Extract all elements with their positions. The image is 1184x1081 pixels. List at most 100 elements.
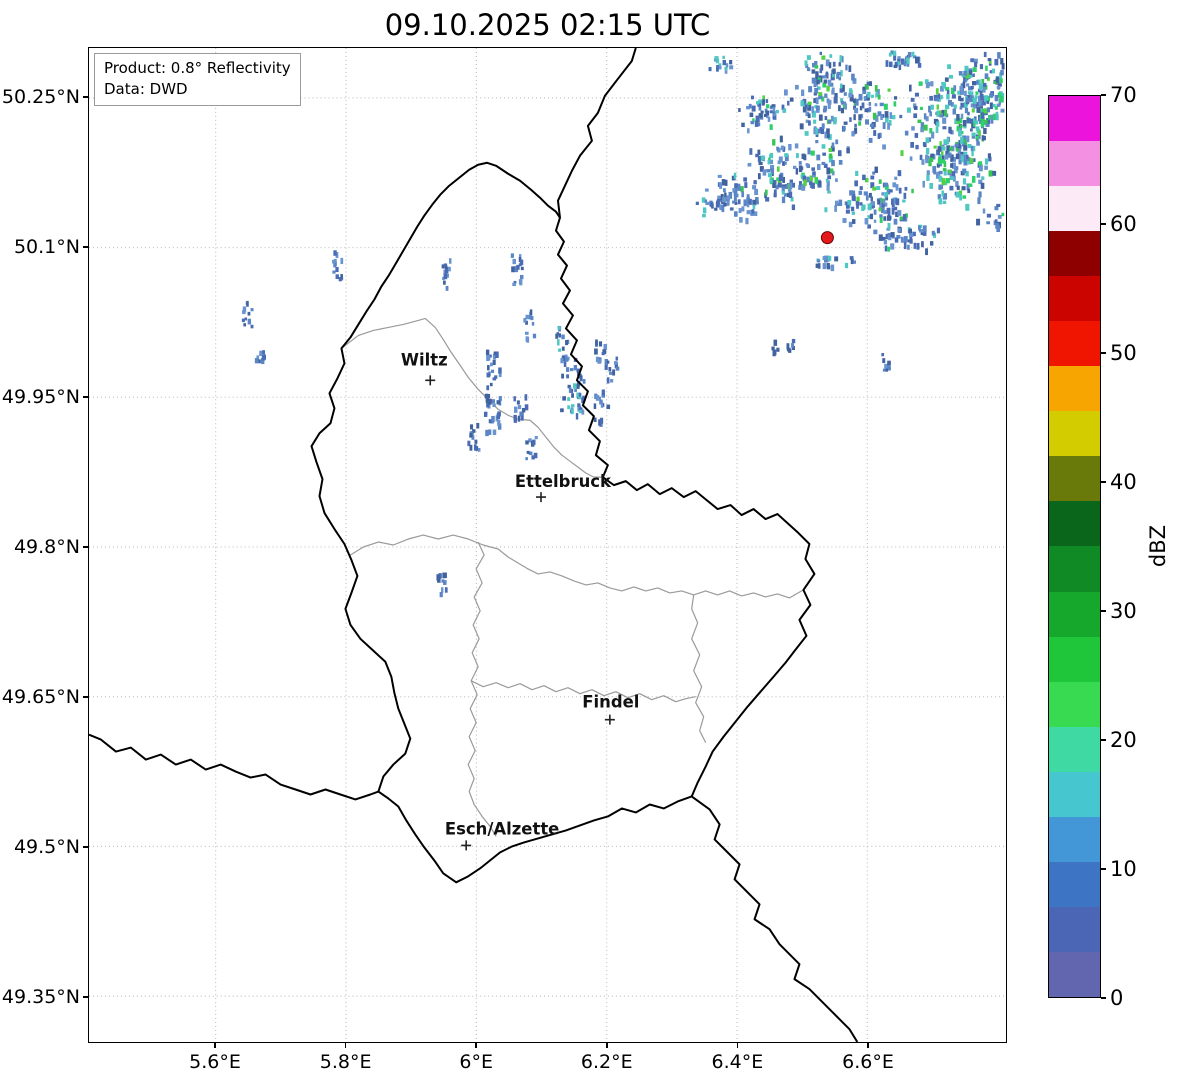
- echo-pixel: [842, 126, 846, 131]
- echo-pixel: [260, 358, 265, 365]
- data-source-line: Data: DWD: [104, 80, 188, 98]
- echo-pixel: [814, 87, 819, 94]
- echo-pixel: [923, 113, 927, 120]
- echo-pixel: [719, 182, 723, 189]
- echo-pixel: [1000, 108, 1005, 113]
- echo-pixel: [787, 187, 792, 192]
- colorbar-step: [1049, 726, 1100, 772]
- echo-pixel: [498, 396, 502, 401]
- echo-pixel: [754, 120, 759, 127]
- echo-pixel: [747, 162, 752, 167]
- echo-pixel: [772, 183, 776, 189]
- echo-pixel: [905, 57, 910, 64]
- echo-pixel: [805, 64, 809, 69]
- echo-pixel: [802, 106, 807, 113]
- echo-pixel: [976, 101, 980, 107]
- echo-pixel: [798, 165, 803, 173]
- colorbar-tick-mark: [1101, 94, 1106, 96]
- echo-pixel: [809, 175, 813, 182]
- echo-pixel: [445, 285, 449, 291]
- district-border-west-vertical: [467, 541, 497, 837]
- echo-pixel: [807, 104, 812, 111]
- echo-pixel: [967, 86, 972, 91]
- echo-pixel: [852, 98, 856, 103]
- echo-pixel: [333, 258, 337, 263]
- echo-pixel: [802, 98, 807, 105]
- echo-pixel: [981, 78, 985, 84]
- colorbar-step: [1049, 636, 1100, 682]
- echo-pixel: [717, 174, 722, 178]
- echo-pixel: [848, 65, 852, 73]
- echo-pixel: [909, 238, 913, 244]
- echo-pixel: [783, 193, 787, 197]
- echo-pixel: [581, 409, 585, 415]
- echo-pixel: [931, 131, 935, 139]
- echo-pixel: [526, 450, 530, 454]
- echo-pixel: [858, 93, 863, 101]
- echo-pixel: [572, 383, 577, 389]
- echo-pixel: [749, 112, 754, 118]
- echo-pixel: [562, 396, 566, 401]
- echo-pixel: [517, 415, 521, 422]
- echo-pixel: [842, 218, 847, 223]
- colorbar-tick-label: 30: [1110, 599, 1137, 623]
- echo-pixel: [980, 112, 985, 119]
- echo-pixel: [825, 255, 830, 262]
- echo-pixel: [769, 159, 774, 165]
- echo-pixel: [893, 218, 898, 225]
- echo-pixel: [601, 352, 605, 356]
- echo-pixel: [971, 108, 975, 113]
- echo-pixel: [798, 185, 802, 190]
- echo-pixel: [884, 111, 889, 118]
- echo-pixel: [969, 128, 973, 132]
- echo-pixel: [734, 183, 738, 189]
- echo-pixel: [838, 105, 841, 112]
- echo-pixel: [805, 119, 809, 123]
- echo-pixel: [963, 77, 966, 83]
- echo-pixel: [775, 109, 779, 114]
- echo-pixel: [865, 195, 869, 201]
- echo-pixel: [872, 112, 877, 120]
- echo-pixel: [494, 375, 498, 379]
- echo-pixel: [441, 264, 445, 269]
- echo-pixel: [485, 397, 490, 403]
- echo-pixel: [815, 76, 819, 81]
- echo-pixel: [885, 195, 889, 201]
- echo-pixel: [967, 111, 970, 116]
- echo-pixel: [970, 145, 974, 152]
- echo-pixel: [795, 168, 799, 175]
- echo-pixel: [498, 367, 502, 374]
- echo-pixel: [340, 274, 343, 280]
- echo-pixel: [887, 88, 891, 92]
- echo-pixel: [958, 118, 963, 124]
- echo-pixel: [907, 244, 910, 250]
- echo-pixel: [982, 208, 986, 214]
- echo-pixel: [892, 197, 896, 204]
- echo-pixel: [897, 58, 901, 64]
- echo-pixel: [835, 139, 839, 145]
- echo-pixel: [927, 137, 932, 142]
- echo-pixel: [518, 279, 523, 284]
- echo-pixel: [864, 108, 868, 113]
- echo-pixel: [840, 100, 844, 105]
- echo-pixel: [941, 146, 946, 151]
- echo-pixel: [467, 440, 471, 447]
- echo-pixel: [786, 347, 791, 352]
- lon-tick-label: 6.6°E: [842, 1051, 894, 1073]
- echo-pixel: [925, 154, 929, 159]
- echo-pixel: [815, 128, 818, 136]
- echo-pixel: [824, 93, 828, 98]
- echo-pixel: [986, 76, 990, 81]
- echo-pixel: [716, 64, 719, 72]
- echo-pixel: [800, 100, 805, 107]
- echo-pixel: [695, 201, 699, 205]
- echo-pixel: [919, 154, 923, 161]
- echo-pixel: [936, 149, 941, 156]
- echo-pixel: [910, 142, 915, 148]
- echo-pixel: [942, 168, 947, 172]
- echo-pixel: [603, 344, 608, 350]
- echo-pixel: [804, 60, 808, 66]
- lat-tick-label: 50.25°N: [1, 86, 80, 108]
- echo-pixel: [492, 377, 497, 381]
- echo-pixel: [887, 237, 892, 241]
